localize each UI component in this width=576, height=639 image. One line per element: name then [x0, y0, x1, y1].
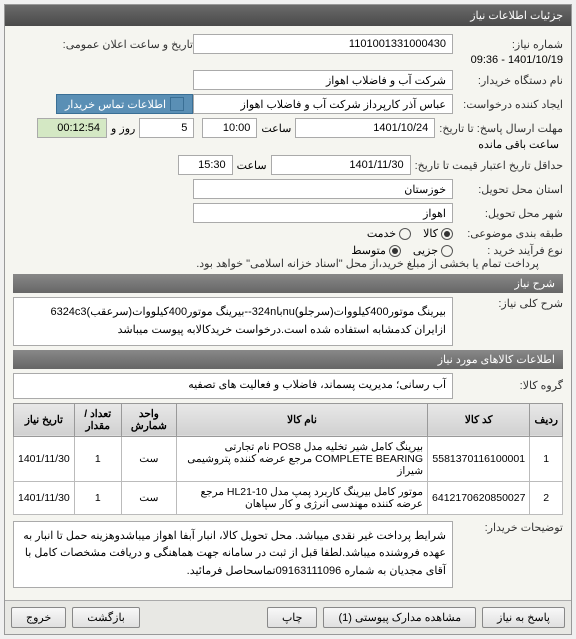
table-cell: 6412170620850027 [428, 481, 530, 514]
exit-button[interactable]: خروج [11, 607, 66, 628]
table-cell: موتور کامل بیرینگ کاربرد پمپ مدل HL21-10… [177, 481, 428, 514]
city-value: اهواز [193, 203, 453, 223]
table-header: واحد شمارش [121, 403, 176, 436]
table-cell: بیرینگ کامل شیر تخلیه مدل POS8 نام تجارت… [177, 436, 428, 481]
deadline-label: مهلت ارسال پاسخ: تا تاریخ: [435, 122, 563, 135]
need-title-label: شرح کلی نیاز: [453, 297, 563, 310]
city-label: شهر محل تحویل: [453, 207, 563, 220]
table-cell: 2 [530, 481, 563, 514]
announce-value: 1401/10/19 - 09:36 [471, 54, 563, 66]
print-button[interactable]: چاپ [267, 607, 318, 628]
need-section-bar: شرح نیاز [13, 274, 563, 293]
deadline-date: 1401/10/24 [295, 118, 435, 138]
buyer-notes-text: شرایط پرداخت غیر نقدی میباشد. محل تحویل … [13, 521, 453, 588]
payment-note: پرداخت تمام یا بخشی از مبلغ خرید،از محل … [196, 257, 543, 270]
table-cell: 5581370116100001 [428, 436, 530, 481]
purchase-type-label: نوع فرآیند خرید : [453, 244, 563, 257]
respond-button[interactable]: پاسخ به نیاز [482, 607, 565, 628]
table-cell: 1 [74, 436, 121, 481]
table-header: تعداد / مقدار [74, 403, 121, 436]
goods-table: ردیفکد کالانام کالاواحد شمارشتعداد / مقد… [13, 403, 563, 515]
time-label-2: ساعت [233, 159, 271, 172]
time-label: ساعت [257, 122, 295, 135]
table-row: 26412170620850027موتور کامل بیرینگ کاربر… [14, 481, 563, 514]
table-cell: ست [121, 436, 176, 481]
back-button[interactable]: بازگشت [72, 607, 140, 628]
table-header: ردیف [530, 403, 563, 436]
radio-goods[interactable]: کالا [423, 227, 453, 240]
group-label: گروه کالا: [453, 379, 563, 392]
contact-button[interactable]: اطلاعات تماس خریدار [56, 94, 193, 114]
buyer-value: شرکت آب و فاضلاب اهواز [193, 70, 453, 90]
deadline-time: 10:00 [202, 118, 257, 138]
table-row: 15581370116100001بیرینگ کامل شیر تخلیه م… [14, 436, 563, 481]
radio-service[interactable]: خدمت [367, 227, 411, 240]
need-number-label: شماره نیاز: [453, 38, 563, 51]
radio-icon [389, 245, 401, 257]
validity-time: 15:30 [178, 155, 233, 175]
days-remaining: 5 [139, 118, 194, 138]
radio-icon [441, 228, 453, 240]
table-header: کد کالا [428, 403, 530, 436]
days-label: روز و [107, 122, 139, 135]
need-number: 1101001331000430 [193, 34, 453, 54]
creator-value: عباس آذر کارپرداز شرکت آب و فاضلاب اهواز [193, 94, 453, 114]
goods-section-bar: اطلاعات کالاهای مورد نیاز [13, 350, 563, 369]
province-value: خوزستان [193, 179, 453, 199]
remain-label: ساعت باقی مانده [474, 138, 563, 151]
attachments-button[interactable]: مشاهده مدارک پیوستی (1) [323, 607, 476, 628]
table-cell: 1401/11/30 [14, 436, 75, 481]
creator-label: ایجاد کننده درخواست: [453, 98, 563, 111]
group-value: آب رسانی؛ مدیریت پسماند، فاضلاب و فعالیت… [13, 373, 453, 399]
radio-icon [441, 245, 453, 257]
radio-icon [399, 228, 411, 240]
radio-small[interactable]: جزیی [413, 244, 453, 257]
category-label: طبقه بندی موضوعی: [453, 227, 563, 240]
buyer-label: نام دستگاه خریدار: [453, 74, 563, 87]
contact-icon [170, 97, 184, 111]
table-cell: 1 [530, 436, 563, 481]
validity-date: 1401/11/30 [271, 155, 411, 175]
table-cell: 1401/11/30 [14, 481, 75, 514]
table-cell: 1 [74, 481, 121, 514]
province-label: استان محل تحویل: [453, 183, 563, 196]
validity-label: حداقل تاریخ اعتبار قیمت تا تاریخ: [411, 159, 563, 172]
table-header: تاریخ نیاز [14, 403, 75, 436]
table-header: نام کالا [177, 403, 428, 436]
table-cell: ست [121, 481, 176, 514]
announce-label: تاریخ و ساعت اعلان عمومی: [33, 38, 193, 51]
need-title-text: بیرینگ موتور400کیلووات(سرجلو)nuبا324n--ب… [13, 297, 453, 346]
buyer-notes-label: توضیحات خریدار: [453, 521, 563, 534]
panel-title: جزئیات اطلاعات نیاز [5, 5, 571, 26]
countdown: 00:12:54 [37, 118, 107, 138]
radio-medium[interactable]: متوسط [351, 244, 401, 257]
